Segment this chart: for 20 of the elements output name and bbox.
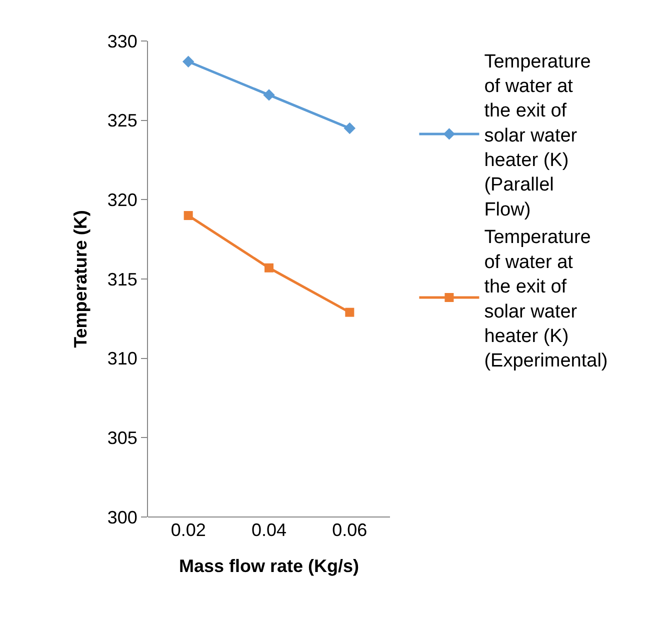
x-tick-label: 0.02 bbox=[170, 520, 206, 540]
point bbox=[184, 211, 193, 220]
y-tick-label: 300 bbox=[107, 507, 138, 528]
x-axis-title: Mass flow rate (Kg/s) bbox=[178, 556, 360, 576]
x-tick-label: 0.06 bbox=[332, 520, 368, 540]
y-tick-label: 310 bbox=[107, 348, 138, 369]
point bbox=[264, 263, 274, 272]
point bbox=[182, 56, 194, 68]
y-axis-title: Temperature (K) bbox=[70, 210, 91, 348]
y-tick-label: 330 bbox=[107, 31, 138, 52]
point bbox=[263, 89, 275, 101]
y-tick-label: 325 bbox=[107, 110, 138, 131]
legend-label: Temperature of water at the exit of solar water heater (K) (Experimental) bbox=[484, 227, 608, 372]
y-tick-label: 315 bbox=[107, 269, 138, 290]
y-tick-label: 305 bbox=[107, 428, 138, 448]
x-tick-label: 0.04 bbox=[251, 520, 287, 540]
y-tick-label: 320 bbox=[107, 190, 138, 210]
legend-label: Temperature of water at the exit of solar water heater (K) (Parallel Flow) bbox=[484, 51, 591, 220]
point bbox=[345, 308, 354, 317]
point bbox=[344, 122, 356, 134]
